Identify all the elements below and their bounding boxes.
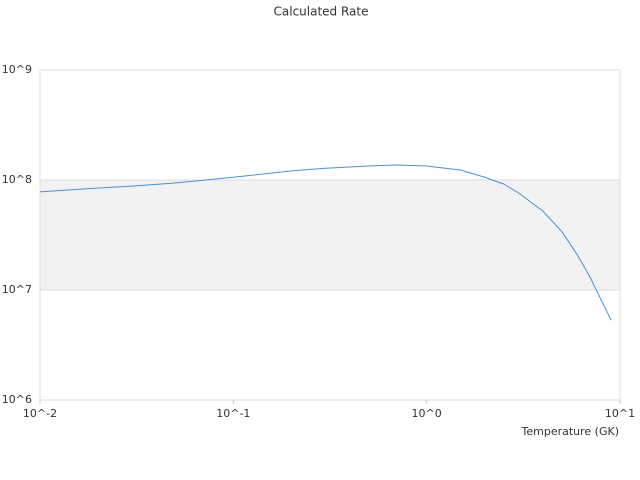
grid-band [40,180,620,290]
x-tick-label: 10^0 [412,407,442,420]
x-tick-label: 10^-1 [216,407,250,420]
x-tick-label: 10^1 [605,407,635,420]
y-tick-label: 10^7 [2,283,32,296]
x-tick-label: 10^-2 [23,407,57,420]
x-axis-label: Temperature (GK) [521,425,620,438]
y-tick-label: 10^8 [2,173,32,186]
data-line [39,164,612,321]
y-tick-label: 10^9 [2,63,32,76]
y-tick-label: 10^6 [2,393,32,406]
chart-title: Calculated Rate [274,5,369,19]
